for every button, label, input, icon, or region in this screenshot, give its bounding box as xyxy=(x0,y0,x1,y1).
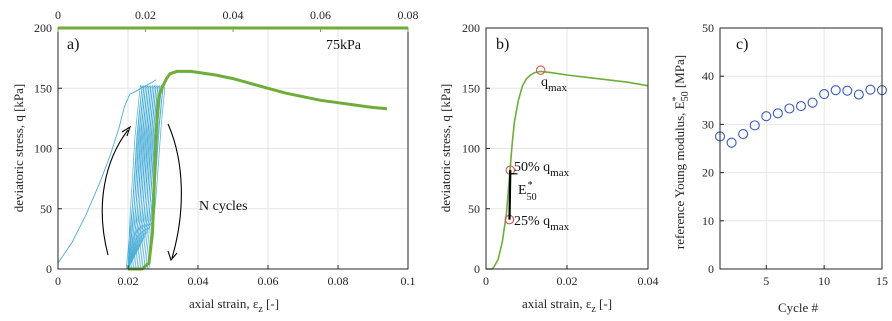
data-point xyxy=(761,111,772,122)
n-cycles-annotation: N cycles xyxy=(199,199,248,214)
y-tick-label: 150 xyxy=(34,81,52,95)
axes-frame xyxy=(485,27,649,270)
x-tick-label: 0 xyxy=(483,274,489,288)
y-tick-label: 0 xyxy=(46,262,52,276)
q50-sub: max xyxy=(550,167,569,179)
data-point xyxy=(842,85,853,96)
y-tick-label: 50 xyxy=(468,202,480,216)
x-tick-label: 5 xyxy=(763,274,769,288)
data-point xyxy=(784,103,795,114)
y-tick-label: 0 xyxy=(474,262,480,276)
e50-sup: * xyxy=(528,180,533,191)
q25-main: 25% q xyxy=(514,214,550,229)
final-loading-line xyxy=(128,69,388,271)
y-tick-label: 100 xyxy=(34,142,52,156)
panel-b-xlabel: axial strain, εz [-] xyxy=(522,296,612,315)
y-tick-label: 30 xyxy=(702,117,714,131)
panel-a-xlabel-sub: z xyxy=(258,304,263,315)
panel-c-ylabel-main: reference Young modulus, E xyxy=(672,101,687,249)
e50-sub: 50 xyxy=(527,192,537,203)
pressure-annotation: 75kPa xyxy=(326,38,362,53)
x-tick-label: 0.04 xyxy=(638,274,659,288)
x-tick-label: 0.1 xyxy=(401,274,416,288)
panel-b-xlabel-main: axial strain, ε xyxy=(522,296,592,311)
cycle-loop-line xyxy=(127,84,145,270)
panel-b-ylabel: deviatoric stress, q [kPa] xyxy=(438,84,453,213)
unloading-arrow xyxy=(167,123,182,259)
y-tick-label: 50 xyxy=(702,21,714,35)
x-tick-label: 0.04 xyxy=(188,274,209,288)
qmax-annotation: qmax xyxy=(541,75,567,94)
y-tick-label: 100 xyxy=(462,142,480,156)
loading-arrow xyxy=(101,129,129,256)
y-tick-label: 20 xyxy=(702,166,714,180)
y-tick-label: 50 xyxy=(40,202,52,216)
qmax-main: q xyxy=(541,75,548,90)
y-tick-label: 0 xyxy=(708,262,714,276)
q25-annotation: 25% qmax xyxy=(514,214,570,233)
panel-a-xlabel-main: axial strain, ε xyxy=(189,296,259,311)
panel-c-xlabel: Cycle # xyxy=(778,300,819,315)
panel-c-ylabel-sub: 50 xyxy=(680,91,691,101)
x-tick-label: 10 xyxy=(818,274,830,288)
panel-a-ylabel: deviatoric stress, q [kPa] xyxy=(11,84,26,213)
data-point xyxy=(749,120,760,131)
q50-main: 50% q xyxy=(514,160,550,175)
data-point xyxy=(738,128,749,140)
top-x-tick-label: 0.06 xyxy=(310,8,331,22)
data-point xyxy=(853,89,864,100)
y-tick-label: 200 xyxy=(462,21,480,35)
data-point xyxy=(819,88,830,100)
y-tick-label: 40 xyxy=(702,69,714,83)
q50-annotation: 50% qmax xyxy=(514,160,570,179)
qmax-sub: max xyxy=(548,82,567,94)
y-tick-label: 10 xyxy=(702,214,714,228)
data-point xyxy=(772,108,783,119)
secant-line xyxy=(508,170,512,220)
top-x-tick-label: 0 xyxy=(55,8,61,22)
stress-strain-line xyxy=(486,70,649,270)
axes-frame xyxy=(719,27,883,270)
initial-loading-line xyxy=(57,79,157,264)
data-point xyxy=(830,85,841,96)
e50-annotation: E* 50 xyxy=(518,180,537,203)
x-tick-label: 0.02 xyxy=(557,274,578,288)
panel-c-ylabel-unit: [MPa] xyxy=(672,55,687,91)
panel-c: 5 10 15 0 10 20 30 40 50 c) Cycle # reference Yo… xyxy=(671,21,888,315)
top-x-tick-label: 0.02 xyxy=(135,8,156,22)
e50-main: E xyxy=(518,183,527,198)
y-tick-label: 150 xyxy=(462,81,480,95)
panel-b-xlabel-unit: [-] xyxy=(596,296,612,311)
top-x-tick-label: 0.08 xyxy=(398,8,419,22)
marker-point xyxy=(535,65,546,75)
panel-c-label: c) xyxy=(736,36,748,53)
x-tick-label: 0 xyxy=(55,274,61,288)
y-tick-label: 200 xyxy=(34,21,52,35)
q25-sub: max xyxy=(550,221,569,233)
unloading-arrowhead xyxy=(167,250,178,262)
panel-a-label: a) xyxy=(67,36,79,53)
panel-c-ylabel-sup: * xyxy=(671,96,682,101)
data-point xyxy=(795,101,807,112)
data-point xyxy=(807,97,818,108)
x-tick-label: 0.06 xyxy=(258,274,279,288)
data-point xyxy=(726,137,737,148)
panel-b-xlabel-sub: z xyxy=(591,304,596,315)
x-tick-label: 0.08 xyxy=(328,274,349,288)
panel-c-ylabel: reference Young modulus, E*50 [MPa] xyxy=(671,55,691,249)
x-tick-label: 0.02 xyxy=(118,274,139,288)
panel-b-label: b) xyxy=(496,36,509,53)
loading-arrowhead xyxy=(121,125,132,137)
data-point xyxy=(865,84,876,95)
x-tick-label: 15 xyxy=(876,274,888,288)
panel-a-xlabel: axial strain, εz [-] xyxy=(189,296,279,315)
top-x-tick-label: 0.04 xyxy=(223,8,244,22)
panel-a-xlabel-unit: [-] xyxy=(263,296,279,311)
